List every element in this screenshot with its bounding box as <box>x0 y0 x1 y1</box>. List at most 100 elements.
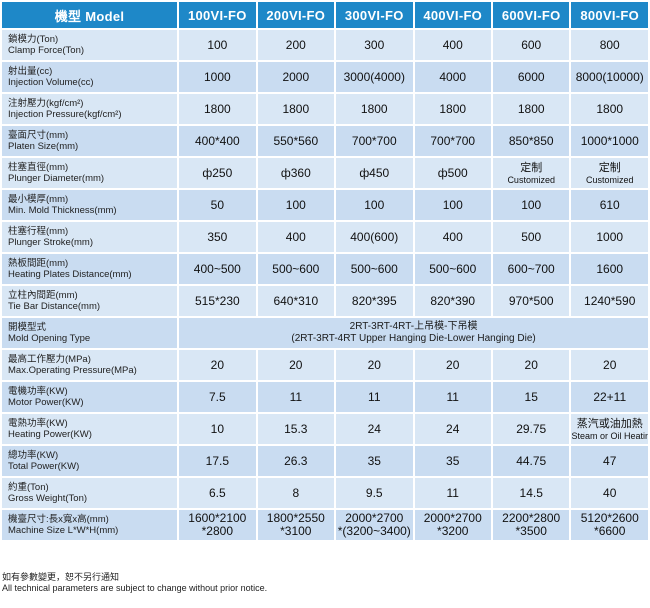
spec-value: 200 <box>257 30 335 60</box>
value-line: 400 <box>442 37 463 52</box>
spec-value: 50 <box>179 190 256 220</box>
spec-row: 柱塞直徑(mm) Plunger Diameter(mm) ф250 ф360 ф450… <box>2 158 648 188</box>
spec-value: 850*850 <box>492 126 570 156</box>
spec-value: 500~600 <box>414 254 491 284</box>
model-column-header: 200VI-FO <box>257 2 335 28</box>
value-line: 35 <box>367 453 381 468</box>
spec-value: 22+11 <box>571 382 648 412</box>
spec-label-zh: 總功率(KW) <box>8 450 59 461</box>
spec-row: 最小模厚(mm) Min. Mold Thickness(mm) 50 100 100 1… <box>2 190 648 220</box>
spec-row: 總功率(KW) Total Power(KW) 17.5 26.3 35 35 44.75 4… <box>2 446 648 476</box>
value-line: Steam or Oil Heating <box>571 430 648 441</box>
spec-body: 鎖模力(Ton) Clamp Force(Ton) 100 200 300 400 600 8… <box>2 30 648 540</box>
spec-label: 總功率(KW) Total Power(KW) <box>2 446 178 476</box>
value-line: 550*560 <box>273 133 319 148</box>
spec-label: 最小模厚(mm) Min. Mold Thickness(mm) <box>2 190 178 220</box>
footnote-en: All technical parameters are subject to … <box>2 583 268 593</box>
spec-value: 20 <box>414 350 491 380</box>
value-line: ф250 <box>202 165 233 180</box>
spec-row: 約重(Ton) Gross Weight(Ton) 6.5 8 9.5 11 14.5 40 <box>2 478 648 508</box>
spec-table: 機型 Model 100VI-FO 200VI-FO 300VI-FO 400V… <box>2 2 648 540</box>
spec-value: 15 <box>492 382 570 412</box>
value-line: 700*700 <box>430 133 476 148</box>
value-line: 100 <box>442 197 463 212</box>
spec-value: 1800 <box>257 94 335 124</box>
value-line: 20 <box>524 357 538 372</box>
value-line: 2000*2700 <box>345 511 404 525</box>
value-line: 100 <box>207 37 228 52</box>
model-column-header: 400VI-FO <box>414 2 491 28</box>
value-line: 40 <box>603 485 617 500</box>
spec-label-zh: 柱塞行程(mm) <box>8 226 69 237</box>
spec-value: 11 <box>414 382 491 412</box>
value-line: 3000(4000) <box>343 69 405 84</box>
value-line: 2200*2800 <box>502 511 561 525</box>
value-line: (2RT-3RT-4RT Upper Hanging Die-Lower Han… <box>291 333 536 344</box>
spec-value: 14.5 <box>492 478 570 508</box>
value-line: 400 <box>442 229 463 244</box>
spec-value: 550*560 <box>257 126 335 156</box>
spec-value: 610 <box>571 190 648 220</box>
value-line: 蒸汽或油加熱 <box>576 417 643 430</box>
spec-label: 最高工作壓力(MPa) Max.Operating Pressure(MPa) <box>2 350 178 380</box>
value-line: 1800 <box>360 101 388 116</box>
spec-value: 20 <box>179 350 256 380</box>
value-line: *3200 <box>437 524 469 538</box>
spec-value: 500~600 <box>257 254 335 284</box>
value-line: 1000 <box>596 229 624 244</box>
value-line: 2RT-3RT-4RT-上吊模-下吊模 <box>349 321 478 332</box>
value-line: 6000 <box>517 69 545 84</box>
spec-row: 注射壓力(kgf/cm²) Injection Pressure(kgf/cm²)… <box>2 94 648 124</box>
value-line: 515*230 <box>194 293 240 308</box>
spec-label: 機臺尺寸:長x寬x高(mm) Machine Size L*W*H(mm) <box>2 510 178 540</box>
spec-value: 8000(10000) <box>571 62 648 92</box>
value-line: 1600 <box>596 261 624 276</box>
spec-value: 1800 <box>571 94 648 124</box>
value-line: 600~700 <box>507 261 555 276</box>
spec-label-zh: 臺面尺寸(mm) <box>8 130 69 141</box>
spec-value: 500~600 <box>336 254 413 284</box>
spec-label: 臺面尺寸(mm) Platen Size(mm) <box>2 126 178 156</box>
spec-row: 立柱內間距(mm) Tie Bar Distance(mm) 515*230 640*… <box>2 286 648 316</box>
value-line: 17.5 <box>205 453 229 468</box>
spec-value: 1800 <box>414 94 491 124</box>
model-column-header: 800VI-FO <box>571 2 648 28</box>
spec-label: 電機功率(KW) Motor Power(KW) <box>2 382 178 412</box>
spec-value: 640*310 <box>257 286 335 316</box>
value-line: 定制 <box>598 161 621 174</box>
spec-value: 700*700 <box>414 126 491 156</box>
spec-value: 400 <box>414 30 491 60</box>
value-line: 1800 <box>203 101 231 116</box>
spec-value: 1800 <box>336 94 413 124</box>
spec-label-zh: 射出量(cc) <box>8 66 53 77</box>
value-line: *2800 <box>201 524 234 538</box>
spec-value: 600~700 <box>492 254 570 284</box>
spec-label: 電熱功率(KW) Heating Power(KW) <box>2 414 178 444</box>
spec-value: 1000 <box>571 222 648 252</box>
value-line: 100 <box>364 197 385 212</box>
spec-value: 6.5 <box>179 478 256 508</box>
spec-row: 鎖模力(Ton) Clamp Force(Ton) 100 200 300 400 600 8… <box>2 30 648 60</box>
spec-value: 4000 <box>414 62 491 92</box>
spec-value: 1800*2550 *3100 <box>257 510 335 540</box>
model-header: 機型 Model <box>2 2 178 28</box>
value-line: 820*395 <box>351 293 397 308</box>
spec-value: 20 <box>336 350 413 380</box>
spec-value: 10 <box>179 414 256 444</box>
spec-value: 400~500 <box>179 254 256 284</box>
spec-value: 1800 <box>179 94 256 124</box>
spec-value: 820*395 <box>336 286 413 316</box>
spec-row: 熱板間距(mm) Heating Plates Distance(mm) 400~5… <box>2 254 648 284</box>
spec-label-zh: 約重(Ton) <box>8 482 49 493</box>
spec-value: 40 <box>571 478 648 508</box>
value-line: 50 <box>210 197 224 212</box>
spec-label-en: Heating Power(KW) <box>8 429 92 440</box>
value-line: 4000 <box>439 69 467 84</box>
spec-value: 100 <box>179 30 256 60</box>
spec-label-en: Platen Size(mm) <box>8 141 79 152</box>
value-line: 820*390 <box>430 293 476 308</box>
spec-value: 5120*2600 *6600 <box>571 510 648 540</box>
value-line: 200 <box>285 37 306 52</box>
spec-label: 立柱內間距(mm) Tie Bar Distance(mm) <box>2 286 178 316</box>
spec-value: 24 <box>414 414 491 444</box>
